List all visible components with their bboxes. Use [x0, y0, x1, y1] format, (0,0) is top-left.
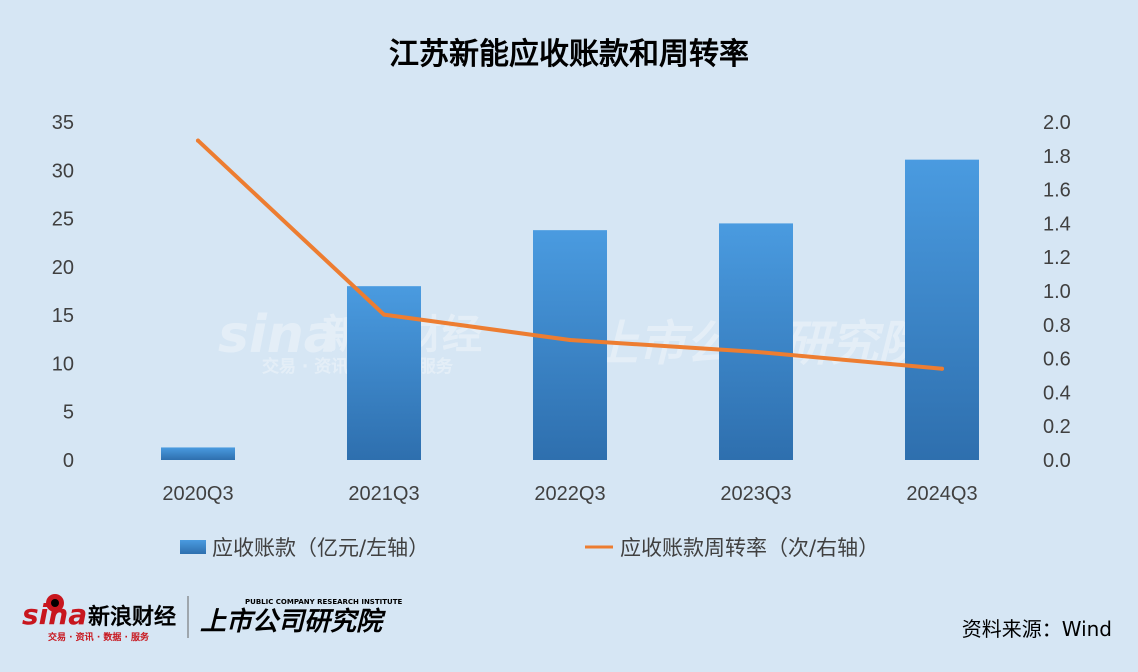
legend: 应收账款（亿元/左轴） 应收账款周转率（次/右轴） — [180, 536, 879, 560]
watermark-sina: sina — [218, 305, 339, 365]
left-axis: 0 5 10 15 20 25 30 35 — [52, 112, 74, 472]
sina-eye-pupil-icon — [51, 599, 59, 607]
left-tick-label: 0 — [63, 450, 74, 472]
bar — [161, 447, 235, 460]
legend-bar-label: 应收账款（亿元/左轴） — [212, 536, 429, 560]
x-tick-label: 2021Q3 — [348, 483, 419, 505]
right-tick-label: 1.2 — [1043, 247, 1071, 269]
line-series — [196, 138, 944, 371]
right-tick-label: 2.0 — [1043, 112, 1071, 134]
bar — [533, 230, 607, 460]
right-axis: 0.0 0.2 0.4 0.6 0.8 1.0 1.2 1.4 1.6 1.8 2.0 — [1043, 112, 1071, 472]
left-tick-label: 15 — [52, 305, 74, 327]
sina-logo-cn: 新浪财经 — [88, 604, 176, 630]
left-tick-label: 25 — [52, 209, 74, 231]
x-tick-label: 2024Q3 — [906, 483, 977, 505]
line-point — [196, 138, 200, 143]
right-tick-label: 0.0 — [1043, 450, 1071, 472]
right-tick-label: 1.6 — [1043, 180, 1071, 202]
right-tick-label: 0.4 — [1043, 382, 1071, 404]
legend-bar-swatch — [180, 540, 206, 554]
line-point — [568, 338, 572, 343]
sina-logo-sub: 交易 · 资讯 · 数据 · 服务 — [48, 631, 150, 643]
right-tick-label: 0.2 — [1043, 416, 1071, 438]
x-axis: 2020Q3 2021Q3 2022Q3 2023Q3 2024Q3 — [162, 483, 977, 505]
left-tick-label: 30 — [52, 160, 74, 182]
x-tick-label: 2023Q3 — [720, 483, 791, 505]
sina-logo-text: sina — [22, 598, 87, 631]
right-tick-label: 1.0 — [1043, 281, 1071, 303]
x-tick-label: 2020Q3 — [162, 483, 233, 505]
left-tick-label: 10 — [52, 353, 74, 375]
bar — [719, 223, 793, 460]
right-tick-label: 0.6 — [1043, 349, 1071, 371]
left-tick-label: 20 — [52, 257, 74, 279]
right-tick-label: 1.4 — [1043, 213, 1071, 235]
line-point — [382, 312, 386, 317]
institute-logo: PUBLIC COMPANY RESEARCH INSTITUTE 上市公司研究… — [200, 598, 402, 637]
x-tick-label: 2022Q3 — [534, 483, 605, 505]
source-note: 资料来源：Wind — [962, 617, 1112, 641]
sina-logo: sina 新浪财经 交易 · 资讯 · 数据 · 服务 — [22, 594, 176, 643]
left-tick-label: 35 — [52, 112, 74, 134]
line-point — [754, 349, 758, 354]
right-tick-label: 1.8 — [1043, 146, 1071, 168]
institute-logo-cn: 上市公司研究院 — [200, 607, 386, 637]
right-tick-label: 0.8 — [1043, 315, 1071, 337]
left-tick-label: 5 — [63, 402, 74, 424]
line-point — [940, 366, 944, 371]
chart-title: 江苏新能应收账款和周转率 — [389, 37, 749, 72]
legend-line-label: 应收账款周转率（次/右轴） — [620, 536, 879, 560]
institute-logo-en: PUBLIC COMPANY RESEARCH INSTITUTE — [245, 598, 402, 606]
bar — [905, 159, 979, 461]
